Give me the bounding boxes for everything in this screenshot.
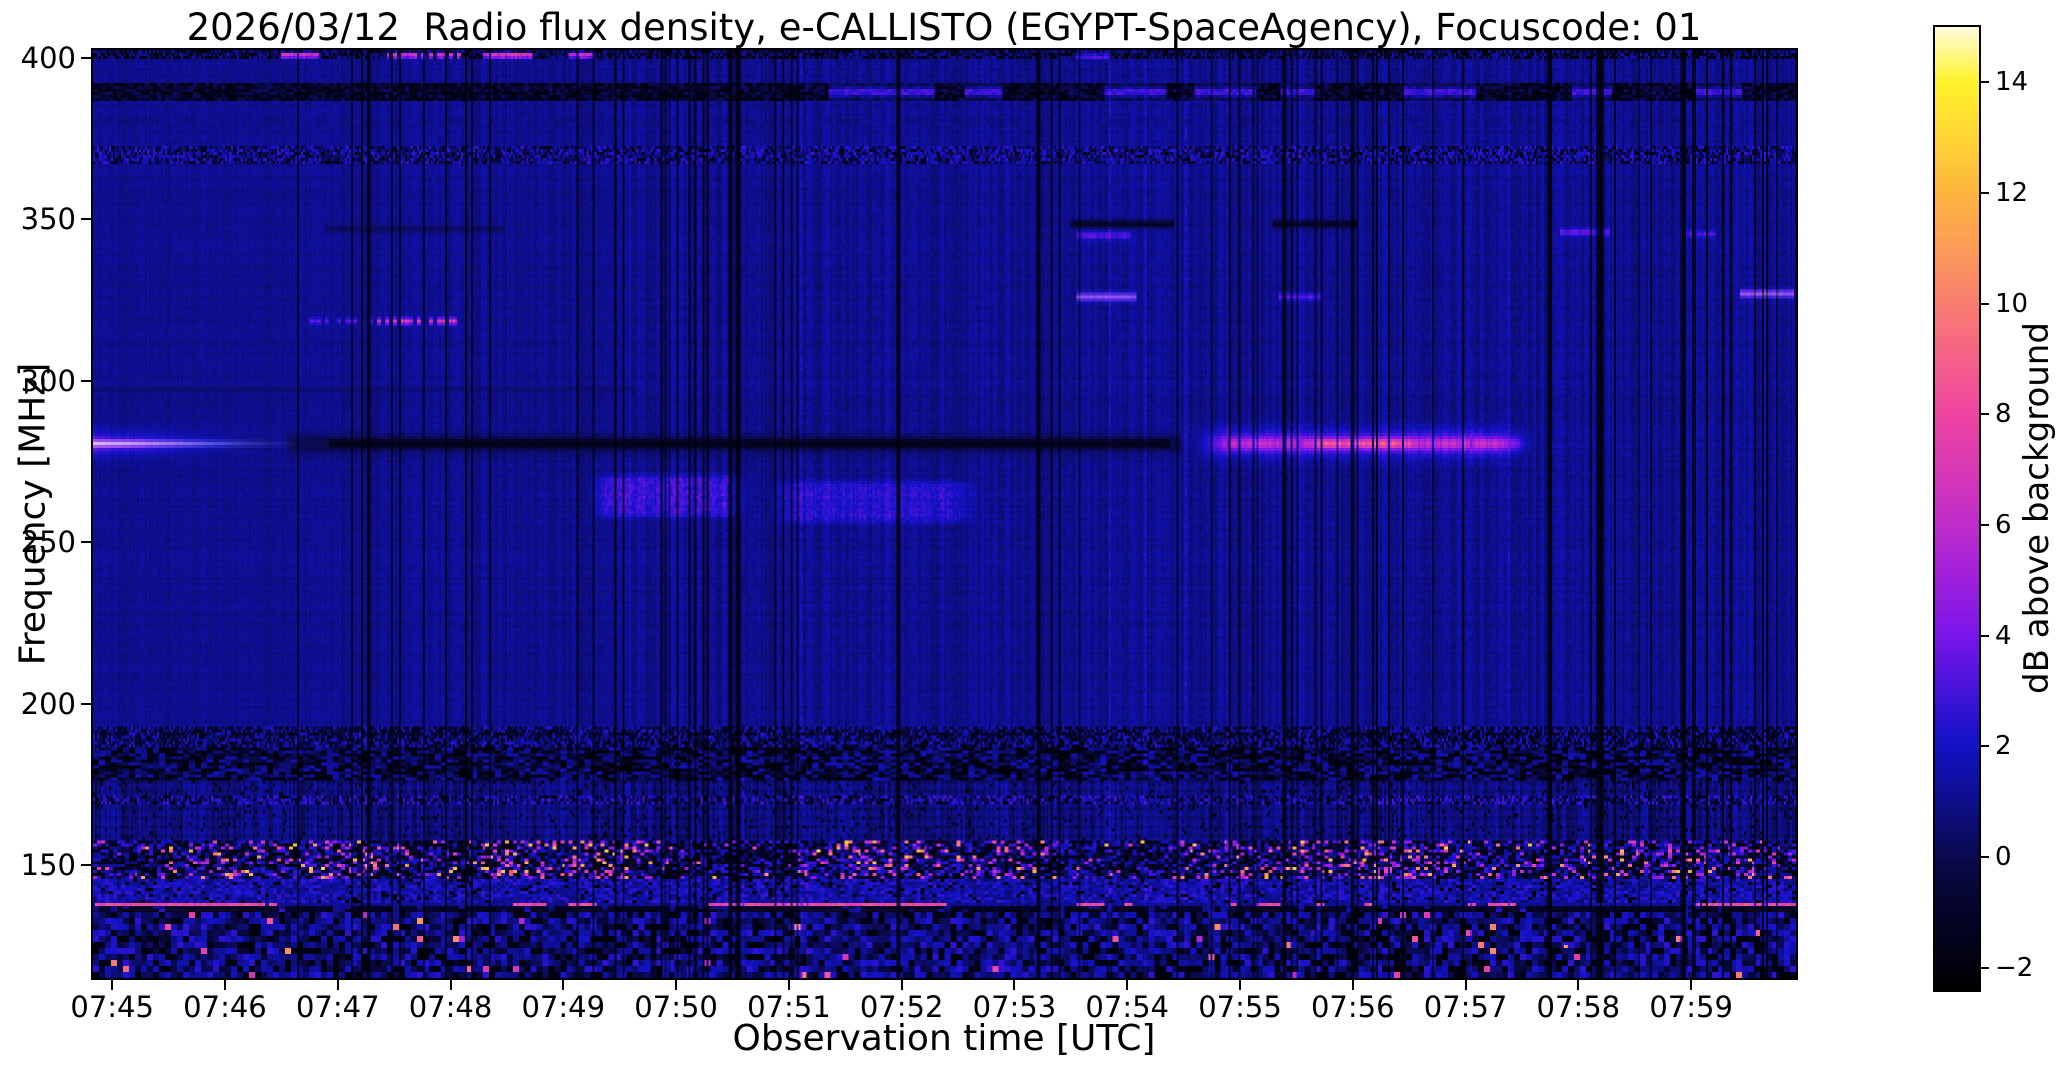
colorbar-tick-label: −2 (1995, 952, 2034, 983)
x-tick-label: 07:58 (1536, 990, 1621, 1024)
colorbar-tick-mark (1981, 634, 1989, 637)
colorbar-canvas (1935, 27, 1979, 990)
x-tick-label: 07:48 (408, 990, 493, 1024)
colorbar-tick-mark (1981, 192, 1989, 195)
x-tick-mark (900, 980, 903, 990)
colorbar-tick-label: 12 (1995, 178, 2029, 209)
x-tick-mark (1577, 980, 1580, 990)
colorbar-tick-label: 4 (1995, 620, 2012, 651)
x-tick-mark (675, 980, 678, 990)
x-tick-label: 07:57 (1423, 990, 1508, 1024)
x-tick-label: 07:55 (1198, 990, 1282, 1024)
x-tick-mark (223, 980, 226, 990)
x-tick-label: 07:49 (521, 990, 606, 1024)
colorbar-tick-label: 8 (1995, 399, 2012, 430)
colorbar-tick-mark (1981, 302, 1989, 305)
chart-title: 2026/03/12 Radio flux density, e-CALLIST… (186, 6, 1702, 49)
x-tick-mark (449, 980, 452, 990)
colorbar-tick-mark (1981, 81, 1989, 84)
y-tick-label: 200 (20, 686, 76, 721)
colorbar-tick-label: 2 (1995, 731, 2012, 762)
colorbar-tick-mark (1981, 966, 1989, 969)
y-tick-label: 150 (20, 848, 76, 883)
y-tick-mark (81, 379, 91, 382)
colorbar-tick-mark (1981, 856, 1989, 859)
x-tick-label: 07:47 (295, 990, 380, 1024)
colorbar-tick-mark (1981, 524, 1989, 527)
spectrogram-canvas (93, 50, 1796, 978)
colorbar-tick-mark (1981, 413, 1989, 416)
colorbar-tick-label: 6 (1995, 510, 2012, 541)
y-tick-label: 400 (20, 41, 76, 76)
x-tick-label: 07:51 (747, 990, 831, 1024)
x-tick-label: 07:54 (1085, 990, 1169, 1024)
y-tick-label: 300 (20, 363, 76, 398)
colorbar-tick-label: 10 (1995, 288, 2029, 319)
x-tick-label: 07:46 (183, 990, 267, 1024)
x-tick-mark (1126, 980, 1129, 990)
y-tick-label: 250 (20, 525, 76, 560)
x-tick-mark (562, 980, 565, 990)
y-tick-label: 350 (20, 202, 76, 237)
x-tick-label: 07:52 (859, 990, 944, 1024)
colorbar-tick-mark (1981, 745, 1989, 748)
y-tick-mark (81, 218, 91, 221)
colorbar (1933, 25, 1981, 992)
spectrogram-plot-area (91, 48, 1798, 980)
x-tick-label: 07:59 (1649, 990, 1733, 1024)
colorbar-label: dB above background (2017, 322, 2057, 694)
y-tick-mark (81, 541, 91, 544)
x-tick-label: 07:56 (1310, 990, 1395, 1024)
x-tick-label: 07:53 (972, 990, 1057, 1024)
x-tick-label: 07:50 (634, 990, 718, 1024)
colorbar-tick-label: 0 (1995, 842, 2012, 873)
x-tick-mark (111, 980, 114, 990)
y-tick-mark (81, 57, 91, 60)
y-tick-mark (81, 864, 91, 867)
x-tick-mark (1690, 980, 1693, 990)
x-tick-mark (787, 980, 790, 990)
x-axis-label: Observation time [UTC] (732, 1018, 1156, 1059)
x-tick-mark (1464, 980, 1467, 990)
x-tick-mark (1238, 980, 1241, 990)
x-tick-mark (1013, 980, 1016, 990)
x-tick-mark (336, 980, 339, 990)
y-tick-mark (81, 702, 91, 705)
x-tick-mark (1351, 980, 1354, 990)
x-tick-label: 07:45 (70, 990, 154, 1024)
y-axis-label: Frequency [MHz] (12, 362, 54, 666)
colorbar-tick-label: 14 (1995, 67, 2029, 98)
